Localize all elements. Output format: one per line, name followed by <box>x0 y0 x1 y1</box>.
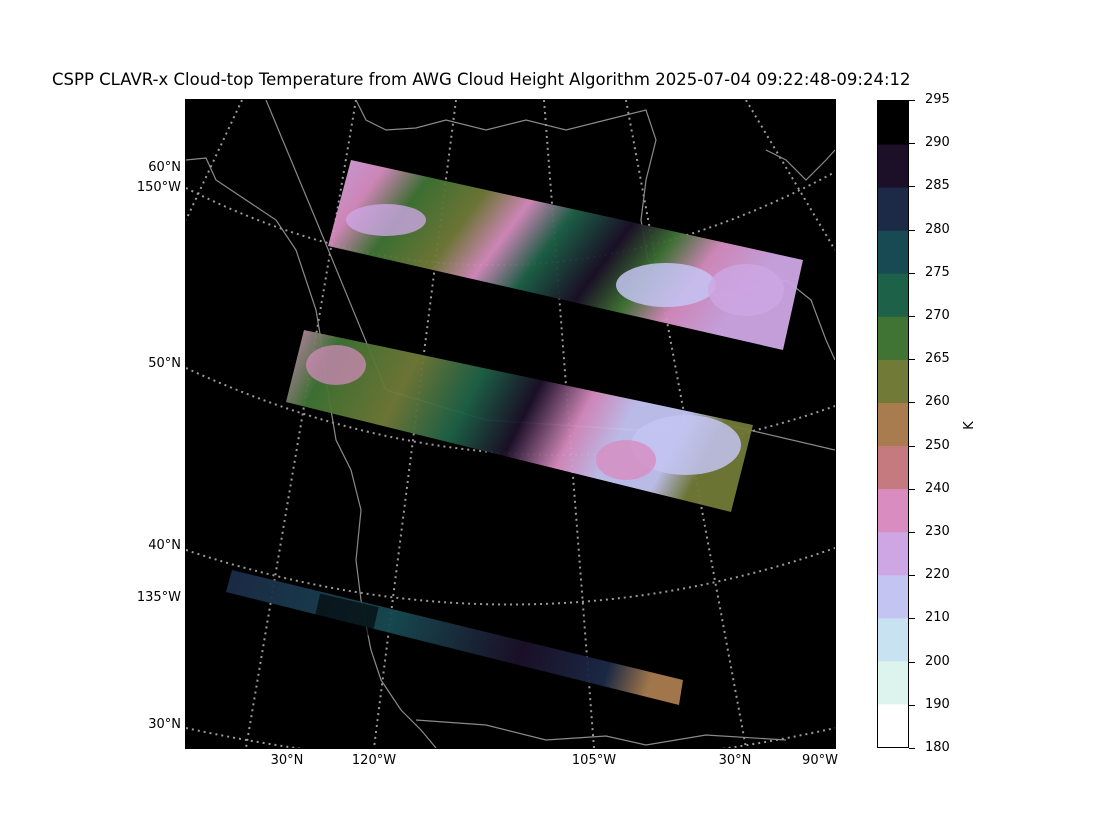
colorbar-tick-label: 190 <box>925 696 950 712</box>
colorbar-tick <box>909 661 915 663</box>
colorbar-bin <box>878 617 908 662</box>
colorbar-bin <box>878 660 908 705</box>
colorbar-tick <box>909 488 915 490</box>
colorbar-bin <box>878 574 908 619</box>
swath-south-gap <box>313 593 379 637</box>
latitude-label: 135°W <box>136 590 181 605</box>
colorbar-tick-label: 260 <box>925 394 950 410</box>
map-panel[interactable] <box>185 99 836 749</box>
colorbar-tick-label: 265 <box>925 351 950 367</box>
colorbar-bin <box>878 144 908 188</box>
colorbar-tick <box>909 532 915 533</box>
colorbar-tick <box>909 316 915 317</box>
colorbar-tick-label: 220 <box>925 567 950 583</box>
colorbar-tick-label: 250 <box>925 437 950 453</box>
longitude-label: 120°W <box>351 753 397 768</box>
colorbar-bin <box>878 187 908 231</box>
colorbar-tick <box>909 704 915 706</box>
colorbar-tick <box>909 618 915 620</box>
colorbar-bin <box>878 230 908 274</box>
swath-north <box>328 160 803 350</box>
swath-south <box>226 570 683 705</box>
latitude-label: 30°N <box>148 717 181 732</box>
colorbar-bins <box>878 101 908 747</box>
colorbar-bin <box>878 531 908 576</box>
colorbar-tick <box>909 445 915 447</box>
swath-middle-cloud <box>596 440 656 480</box>
colorbar-tick <box>909 402 915 404</box>
swath-middle-cloud <box>306 345 366 385</box>
swath-north-cloud <box>346 204 426 236</box>
longitude-label: 105°W <box>571 753 617 768</box>
colorbar-tick-label: 230 <box>925 524 950 539</box>
colorbar-tick <box>909 272 915 274</box>
colorbar-bin <box>878 359 908 403</box>
swath-middle-cloud <box>631 415 741 475</box>
colorbar-bin <box>878 488 908 533</box>
colorbar-tick-label: 200 <box>925 653 950 669</box>
map-canvas <box>186 100 835 748</box>
colorbar-bin <box>878 101 908 145</box>
longitude-label: 90°W <box>802 753 838 768</box>
swath-north-cloud <box>708 264 784 316</box>
longitude-label: 30°N <box>718 753 752 768</box>
colorbar-tick-label: 180 <box>925 740 950 755</box>
colorbar-bin <box>878 402 908 447</box>
latitude-label: 60°N <box>148 160 181 175</box>
colorbar-bin <box>878 316 908 360</box>
colorbar <box>877 100 909 748</box>
colorbar-tick-label: 240 <box>925 480 950 496</box>
colorbar-tick <box>909 229 915 231</box>
colorbar-tick <box>909 748 915 749</box>
chart-title: CSPP CLAVR-x Cloud-top Temperature from … <box>52 70 911 89</box>
colorbar-tick <box>909 186 915 188</box>
colorbar-bin <box>878 445 908 490</box>
colorbar-tick <box>909 143 915 145</box>
colorbar-tick-label: 285 <box>925 178 950 194</box>
colorbar-bin <box>878 703 908 747</box>
colorbar-unit-label: K <box>961 421 977 430</box>
colorbar-tick-label: 280 <box>925 221 950 237</box>
latitude-label: 150°W <box>136 180 181 195</box>
colorbar-tick <box>909 359 915 361</box>
colorbar-tick-label: 290 <box>925 135 950 151</box>
colorbar-tick-label: 210 <box>925 610 950 626</box>
colorbar-tick <box>909 575 915 577</box>
colorbar-tick-label: 275 <box>925 264 950 280</box>
colorbar-tick-label: 270 <box>925 308 950 323</box>
colorbar-bin <box>878 273 908 317</box>
latitude-label: 50°N <box>148 356 181 371</box>
colorbar-tick-label: 295 <box>925 92 950 107</box>
swath-north-cloud <box>616 263 716 307</box>
longitude-label: 30°N <box>270 753 304 768</box>
latitude-label: 40°N <box>148 538 181 553</box>
colorbar-tick <box>909 100 915 101</box>
